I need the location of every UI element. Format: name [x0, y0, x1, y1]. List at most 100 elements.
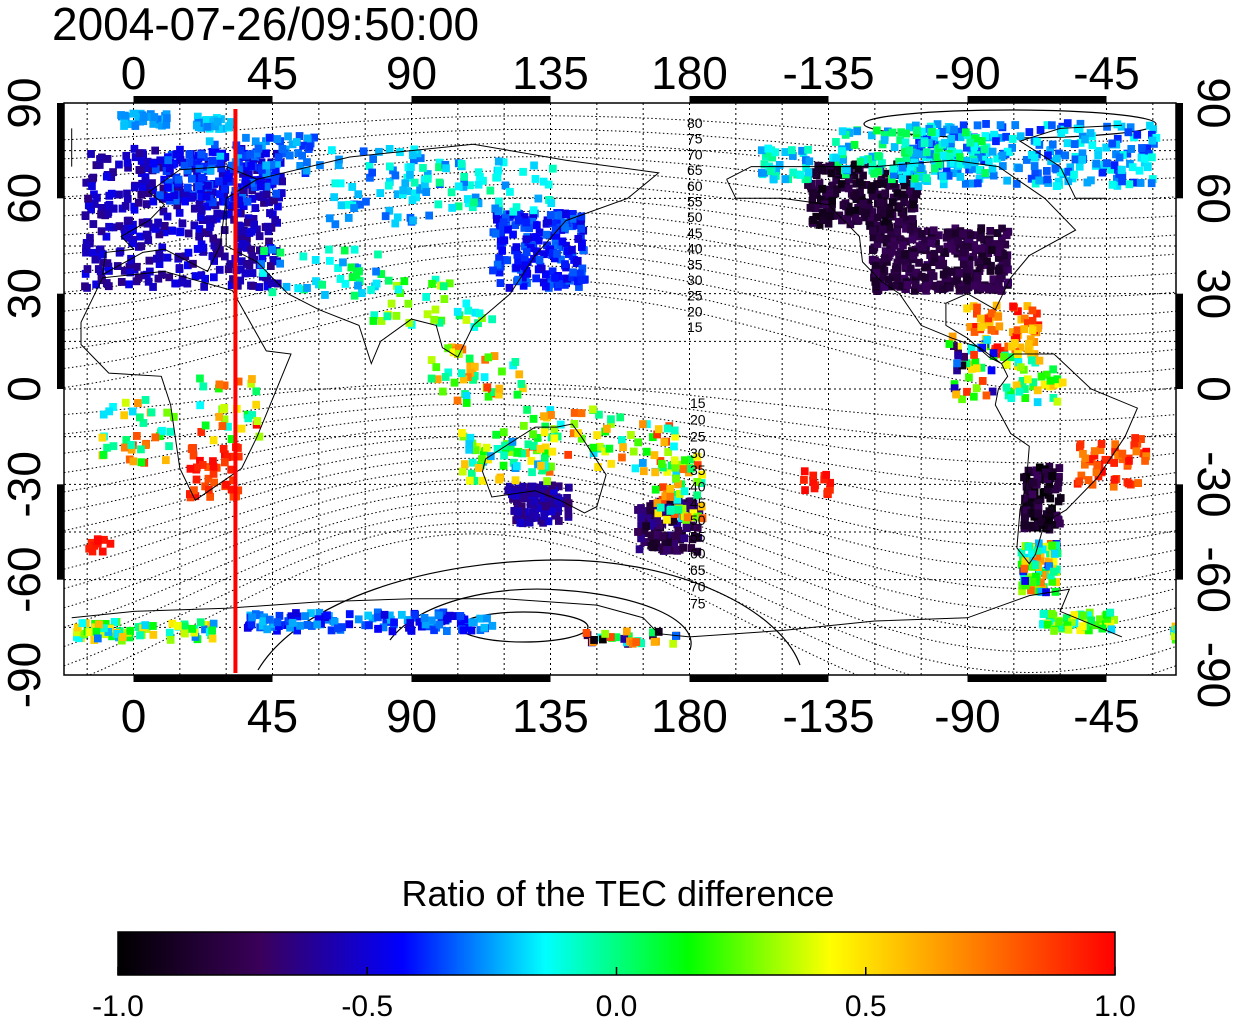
colorbar-title: Ratio of the TEC difference	[401, 873, 835, 914]
axis-bar-right	[1176, 484, 1183, 580]
tec-pixel	[873, 240, 882, 248]
tec-pixel	[184, 261, 192, 270]
tec-pixel	[134, 117, 143, 126]
tec-pixel	[1032, 572, 1040, 581]
tec-pixel	[407, 163, 415, 171]
tec-pixel	[410, 145, 419, 154]
tec-pixel	[899, 213, 908, 222]
tec-pixel	[557, 255, 565, 264]
tec-pixel	[949, 158, 958, 167]
tec-pixel	[1035, 176, 1043, 185]
tec-pixel	[590, 636, 598, 644]
tec-pixel	[149, 159, 158, 168]
tec-pixel	[435, 178, 444, 187]
tec-pixel	[120, 224, 129, 233]
tec-pixel	[669, 516, 678, 525]
tec-pixel	[214, 117, 222, 126]
tec-pixel	[655, 521, 663, 530]
tec-pixel	[977, 363, 986, 372]
tec-pixel	[955, 268, 963, 277]
tec-pixel	[236, 150, 245, 159]
contour-label: 45	[687, 225, 703, 241]
tec-pixel	[541, 443, 550, 452]
tec-pixel	[697, 502, 706, 511]
tec-pixel	[1093, 461, 1102, 470]
contour-labels: 8075706560555045403530252015152025303540…	[687, 115, 706, 611]
tec-pixel	[323, 611, 331, 620]
tec-pixel	[179, 188, 188, 197]
tec-pixel	[540, 511, 548, 520]
tec-pixel	[454, 202, 463, 211]
latitude-label: 60	[1188, 173, 1240, 224]
contour-label: 15	[690, 395, 706, 411]
tec-pixel	[672, 469, 681, 477]
tec-pixel	[901, 219, 910, 228]
tec-pixel	[244, 214, 253, 223]
tec-pixel	[313, 620, 321, 629]
tec-pixel	[154, 274, 163, 283]
tec-pixel	[962, 157, 970, 166]
tec-pixel	[975, 166, 984, 174]
tec-pixel	[912, 268, 921, 277]
tec-pixel	[1081, 454, 1090, 463]
tec-pixel	[125, 633, 134, 642]
tec-pixel	[1140, 154, 1149, 163]
tec-pixel	[1076, 138, 1085, 147]
tec-pixel	[886, 210, 894, 219]
tec-pixel	[994, 254, 1003, 262]
tec-pixel	[105, 407, 113, 416]
tec-pixel	[1097, 440, 1106, 448]
tec-pixel	[99, 258, 107, 267]
tec-pixel	[498, 246, 506, 255]
tec-pixel	[872, 268, 881, 277]
longitude-label: 45	[247, 690, 298, 742]
axis-bar-top	[411, 96, 551, 103]
tec-pixel	[141, 621, 150, 630]
tec-pixel	[1034, 504, 1043, 513]
tec-pixel	[1020, 521, 1029, 530]
tec-pixel	[922, 174, 931, 183]
tec-pixel	[311, 256, 320, 264]
tec-pixel	[888, 247, 896, 256]
tec-pixel	[607, 459, 616, 468]
tec-pixel	[513, 497, 521, 506]
tec-pixel	[474, 180, 483, 189]
tec-pixel	[1033, 473, 1042, 482]
tec-pixel	[866, 221, 874, 230]
tec-pixel	[299, 141, 307, 150]
tec-pixel	[568, 245, 576, 254]
tec-pixel	[688, 535, 697, 544]
tec-pixel	[550, 254, 559, 263]
tec-pixel	[296, 162, 304, 170]
tec-pixel	[433, 375, 442, 384]
tec-pixel	[1028, 326, 1037, 335]
tec-pixel	[87, 150, 95, 158]
tec-pixel	[241, 269, 250, 278]
tec-pixel	[1054, 177, 1063, 186]
tec-pixel	[818, 208, 827, 217]
tec-pixel	[106, 539, 115, 548]
tec-pixel	[549, 279, 557, 288]
tec-pixel	[196, 618, 205, 627]
tec-pixel	[174, 175, 183, 184]
tec-pixel	[1123, 149, 1132, 158]
tec-pixel	[970, 158, 979, 167]
tec-pixel	[993, 229, 1002, 237]
axis-bar-top	[967, 96, 1107, 103]
tec-pixel	[963, 271, 972, 280]
tec-pixel	[663, 515, 671, 524]
tec-pixel	[188, 192, 197, 201]
tec-pixel	[993, 248, 1002, 256]
tec-pixel	[215, 125, 223, 133]
longitude-label: 180	[651, 690, 728, 742]
tec-pixel	[888, 198, 897, 206]
tec-pixel	[947, 277, 956, 286]
tec-pixel	[878, 272, 887, 281]
tec-pixel	[350, 245, 359, 254]
tec-pixel	[664, 448, 672, 456]
tec-pixel	[513, 250, 522, 259]
tec-pixel	[484, 353, 493, 362]
tec-pixel	[265, 198, 273, 207]
tec-pixel	[513, 390, 522, 399]
